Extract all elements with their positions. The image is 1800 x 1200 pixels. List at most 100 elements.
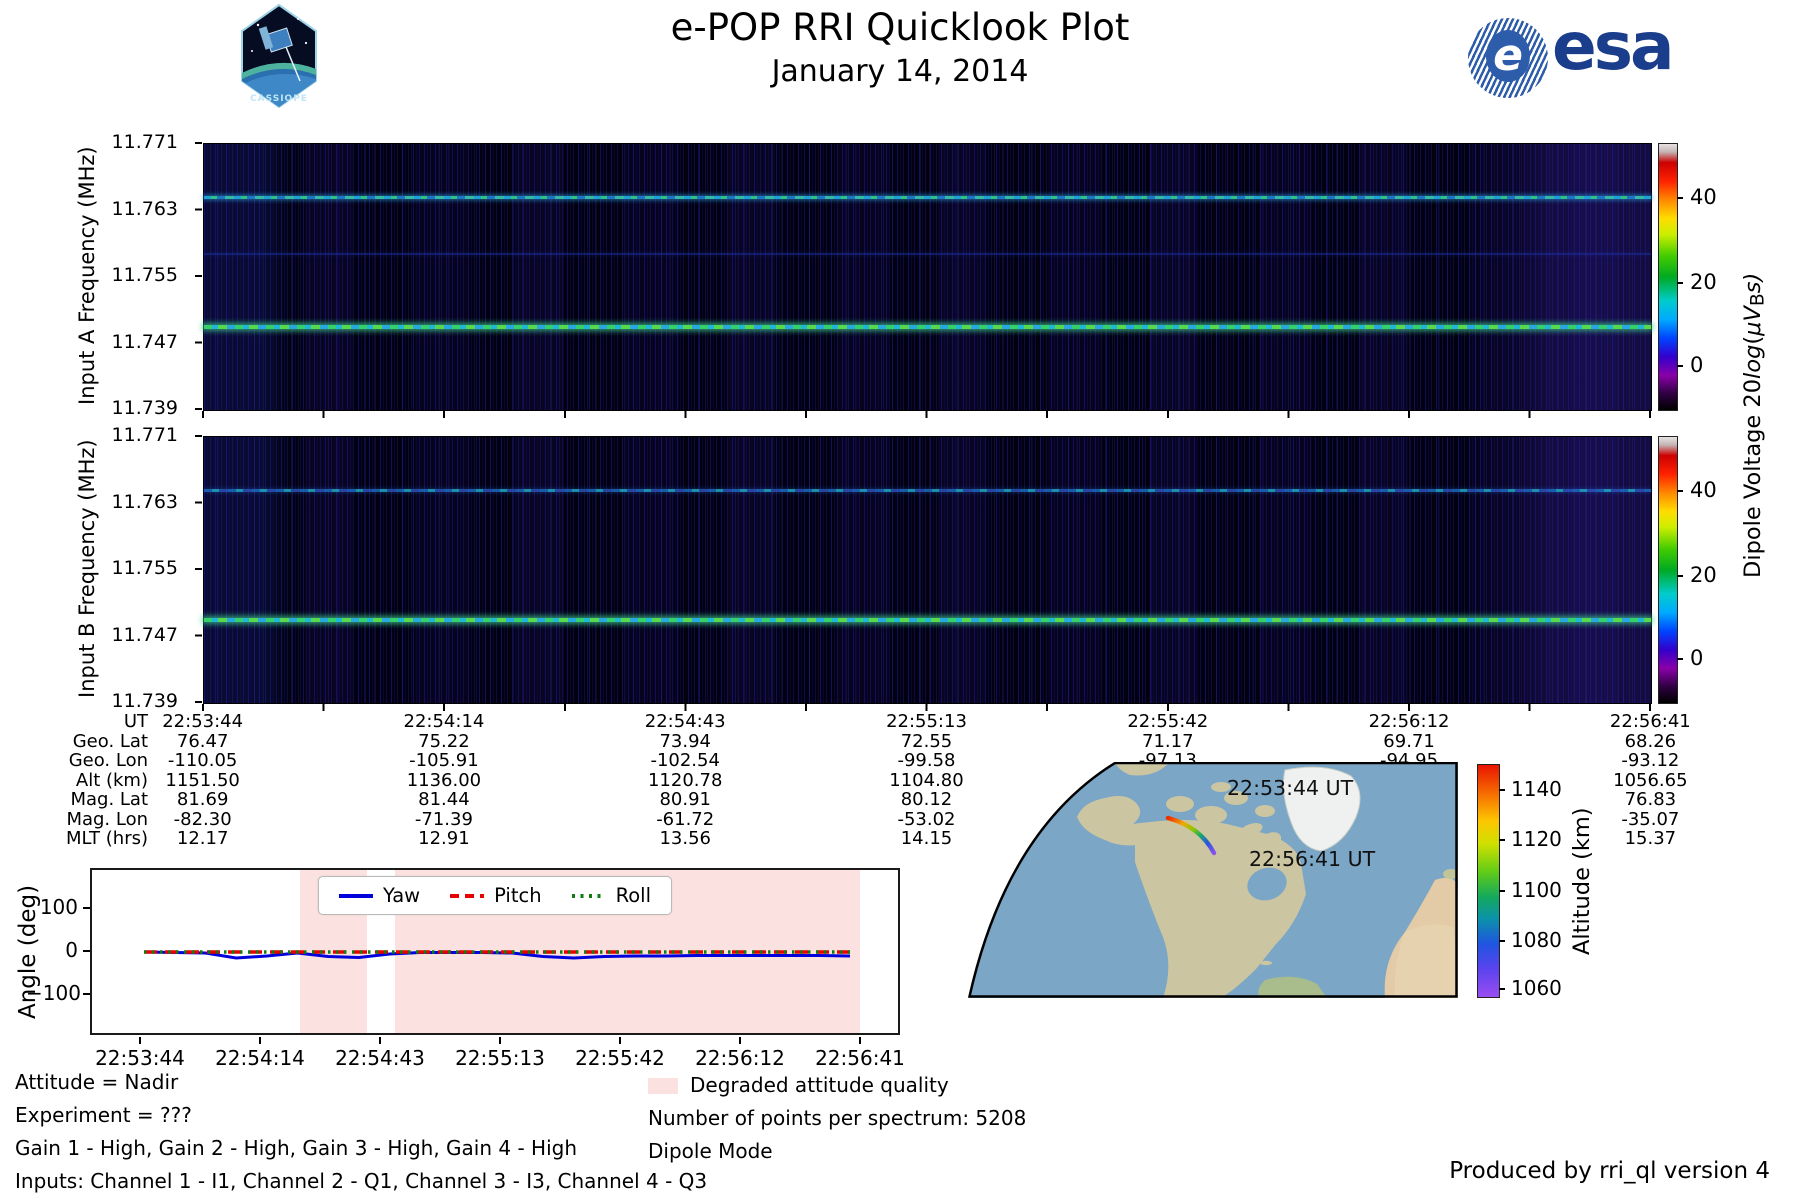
cell: 22:53:44 xyxy=(162,711,244,732)
cell: 75.22 xyxy=(418,730,470,752)
roll-line-sample xyxy=(571,893,606,898)
cell: 22:55:42 xyxy=(1127,711,1209,732)
npoints-note: Number of points per spectrum: 5208 xyxy=(648,1106,1027,1130)
attitude-xtick: 22:53:44 xyxy=(95,1046,185,1070)
colorbar-b xyxy=(1658,436,1678,704)
colorbar-tick: 20 xyxy=(1690,563,1717,587)
spectrogram-a-xtick-marks xyxy=(202,410,1651,418)
cell: -110.05 xyxy=(167,750,238,771)
freq-tick: 11.755 xyxy=(111,557,178,579)
cell: 1151.50 xyxy=(165,769,240,791)
track-start-label: 22:53:44 UT xyxy=(1227,776,1354,800)
cell: 1056.65 xyxy=(1613,769,1688,791)
cell: -35.07 xyxy=(1621,808,1680,830)
cell: 1136.00 xyxy=(406,769,482,791)
spectral-line-11.749 xyxy=(204,325,1651,329)
cell: 68.26 xyxy=(1624,730,1677,752)
attitude-xtick: 22:56:41 xyxy=(815,1046,905,1070)
table-row: Geo. Lon -110.05 -105.91 -102.54 -99.58 … xyxy=(0,751,1800,771)
spectral-line-11.7645 xyxy=(204,196,1651,199)
degraded-label: Degraded attitude quality xyxy=(690,1073,949,1097)
cell: -105.91 xyxy=(409,750,479,771)
attitude-ytick: −100 xyxy=(26,981,81,1005)
row-values: 76.47 75.22 73.94 72.55 71.17 69.71 68.2… xyxy=(82,730,1771,752)
cell: 81.69 xyxy=(176,789,229,810)
spectrogram-b xyxy=(203,436,1652,704)
legend-item-pitch: Pitch xyxy=(450,884,542,907)
colorbar-tick-mark xyxy=(1677,490,1683,492)
freq-tick: 11.747 xyxy=(111,330,178,353)
colorbar-tick-mark xyxy=(1677,197,1683,199)
altitude-tick: 1140 xyxy=(1511,777,1562,801)
attitude-xtick-marks xyxy=(139,1037,865,1044)
table-row: Geo. Lat 76.47 75.22 73.94 72.55 71.17 6… xyxy=(0,730,1800,752)
attitude-plot: Yaw Pitch Roll xyxy=(90,868,900,1035)
cell: 12.17 xyxy=(176,828,229,849)
legend-label: Pitch xyxy=(494,884,542,907)
landmasses xyxy=(1077,762,1458,998)
altitude-tick-mark xyxy=(1499,789,1505,791)
cell: 1104.80 xyxy=(889,769,964,791)
cell: -71.39 xyxy=(414,808,473,830)
esa-e-glyph: e xyxy=(1486,30,1530,82)
satellite-ground-track xyxy=(1165,815,1217,856)
freq-tick: 11.763 xyxy=(111,490,178,513)
legend-item-roll: Roll xyxy=(571,884,651,907)
row-label: Geo. Lon xyxy=(68,750,148,771)
cell: 80.91 xyxy=(659,789,711,810)
satellite-icon xyxy=(258,26,301,82)
attitude-ytick-mark xyxy=(83,907,90,909)
altitude-tick: 1120 xyxy=(1511,827,1562,851)
yaw-line-sample xyxy=(338,893,373,898)
attitude-xtick: 22:55:42 xyxy=(575,1046,665,1070)
cell: 15.37 xyxy=(1624,828,1677,849)
colorbar-tick: 20 xyxy=(1690,270,1717,294)
attitude-ytick: 0 xyxy=(65,938,78,962)
esa-logo-wordmark: esa xyxy=(1552,8,1675,85)
legend-label: Yaw xyxy=(382,884,421,907)
cell: -53.02 xyxy=(897,808,956,830)
row-label: Mag. Lon xyxy=(66,808,148,830)
colorbar-tick-mark xyxy=(1677,282,1683,284)
cell: 22:55:13 xyxy=(886,711,967,732)
pitch-line-sample xyxy=(450,893,485,898)
row-label: Mag. Lat xyxy=(70,789,148,810)
degraded-legend: Degraded attitude quality xyxy=(648,1069,1026,1102)
colorbar-tick: 0 xyxy=(1690,646,1704,670)
esa-globe-icon: e xyxy=(1468,18,1548,98)
page-subtitle-date: January 14, 2014 xyxy=(771,54,1029,89)
cell: 73.94 xyxy=(659,730,711,752)
cell: 76.47 xyxy=(176,730,229,752)
cell: 69.71 xyxy=(1383,730,1435,752)
info-block: Attitude = Nadir Experiment = ??? Gain 1… xyxy=(15,1066,707,1198)
attitude-xtick: 22:54:14 xyxy=(215,1046,305,1070)
produced-by-note: Produced by rri_ql version 4 xyxy=(1449,1158,1770,1184)
colorbar-tick-mark xyxy=(1677,575,1683,577)
south-america xyxy=(1258,976,1327,998)
cell: 22:54:14 xyxy=(403,711,485,732)
altitude-colorbar-label: Altitude (km) xyxy=(1569,807,1595,955)
altitude-colorbar xyxy=(1477,764,1500,998)
map-body xyxy=(969,762,1458,998)
altitude-tick: 1060 xyxy=(1511,976,1562,1000)
colorbar-tick-mark xyxy=(1677,365,1683,367)
attitude-lines xyxy=(143,950,851,960)
cell: 22:56:41 xyxy=(1609,711,1691,732)
map-border xyxy=(967,761,1458,998)
spectrogram-a-ytick-marks xyxy=(195,142,202,411)
cell: -102.54 xyxy=(650,750,720,771)
cell: 22:56:12 xyxy=(1368,711,1450,732)
altitude-tick: 1080 xyxy=(1511,928,1562,952)
cassiope-wordmark: CASSIOPE xyxy=(250,94,308,104)
cell: 76.83 xyxy=(1624,789,1677,810)
inputs-note: Inputs: Channel 1 - I1, Channel 2 - Q1, … xyxy=(15,1169,708,1193)
freq-tick: 11.747 xyxy=(111,623,178,646)
altitude-tick-mark xyxy=(1499,890,1505,892)
freq-tick: 11.739 xyxy=(111,397,178,419)
spectrogram-b-xtick-marks xyxy=(202,703,1651,711)
spectral-line-faint xyxy=(204,253,1651,255)
spectrogram-a xyxy=(203,143,1652,411)
legend-item-yaw: Yaw xyxy=(338,884,421,907)
degraded-swatch xyxy=(648,1078,678,1094)
